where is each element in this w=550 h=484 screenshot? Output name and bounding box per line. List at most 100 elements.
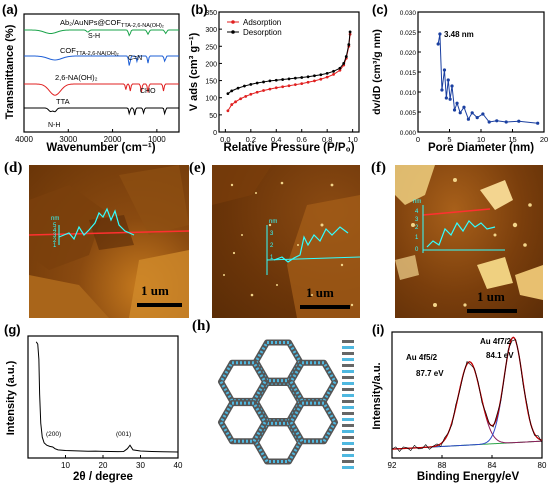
chart-i-xps: (i) 92 88 84 80 Intensity/a.u. Binding Ener… <box>371 322 547 483</box>
chart-b-desorption-point <box>313 74 316 78</box>
chart-i-ticks: 92 88 84 80 <box>388 455 547 470</box>
chart-g-peak-200: (200) <box>46 431 61 438</box>
chart-b-desorption-point <box>268 79 272 83</box>
chart-c-psd-point <box>517 119 521 123</box>
chart-c-frame <box>417 11 545 133</box>
chart-c-psd-point <box>504 120 508 124</box>
panel-d-label: (d) <box>4 160 23 176</box>
chart-b-x-tick-label: 0.6 <box>297 135 307 144</box>
stack-layer <box>342 394 354 397</box>
chart-b-desorption-point <box>338 66 342 70</box>
chart-c-psd-point <box>446 78 450 82</box>
chart-c-peak-annot: 3.48 nm <box>444 30 474 39</box>
chart-b-adsorption-line <box>227 34 351 112</box>
chart-b-frame <box>218 11 360 133</box>
chart-c-x-tick-label: 5 <box>447 135 451 144</box>
chart-c-psd-point <box>462 105 466 109</box>
chart-b-adsorption-point <box>325 75 329 79</box>
chart-b-y-tick-label: 350 <box>205 10 217 17</box>
chart-g-xlabel: 2θ / degree <box>73 471 133 483</box>
chart-c-xlabel: Pore Diameter (nm) <box>428 142 534 154</box>
chart-a-xlabel: Wavenumber (cm⁻¹) <box>46 142 155 154</box>
chart-b-desorption-point <box>342 62 346 65</box>
chart-c-psd-point <box>448 97 452 101</box>
chart-a-curves <box>23 29 179 116</box>
chart-b-desorption-point <box>230 89 234 93</box>
chart-c-ticks: 0 5 10 15 20 0.000 0.005 0.010 0.015 0.020 0.025 0.… <box>400 10 548 144</box>
chart-b-xlabel: Relative Pressure (P/P₀) <box>223 142 354 154</box>
chart-b-legend-marker-des <box>231 30 235 34</box>
chart-i-annot-72: Au 4f7/2 <box>480 337 512 346</box>
chart-c-y-tick-label: 0.030 <box>400 10 417 17</box>
chart-c-psd-point <box>440 88 444 92</box>
panel-b-label: (b) <box>191 2 208 17</box>
chart-g-ylabel: Intensity (a.u.) <box>5 360 17 435</box>
chart-b-x-tick-label: 0.0 <box>220 135 230 144</box>
panel-i-label: (i) <box>372 322 384 337</box>
chart-g-ticks: 10 20 30 40 <box>61 455 183 470</box>
svg-text:3: 3 <box>53 233 57 239</box>
chart-b-desorption-point <box>347 43 351 46</box>
svg-text:1: 1 <box>415 235 419 241</box>
chart-c-psd-point <box>452 108 457 112</box>
stack-layer <box>342 346 354 349</box>
chart-c-x-tick-label: 0 <box>416 135 420 144</box>
chart-b-x-tick-label: 0.4 <box>271 135 281 144</box>
chart-i-annot-841: 84.1 eV <box>486 351 514 360</box>
chart-b-adsorption-point <box>287 84 291 88</box>
chart-b-adsorption-point <box>249 92 253 96</box>
chart-b-adsorption-point <box>306 80 310 84</box>
chart-b-adsorption-point <box>230 103 234 106</box>
svg-text:4: 4 <box>53 228 57 234</box>
chart-b-adsorption-point <box>300 82 304 86</box>
afm-image-d: nm 5 4 3 2 1 1 um <box>29 165 189 318</box>
chart-a-legend-4: TTA <box>56 97 70 106</box>
chart-a-x-tick-label: 2000 <box>104 135 122 144</box>
chart-i-raw <box>391 339 543 452</box>
afm-image-f: nm 4 3 2 1 0 1 um <box>395 165 543 318</box>
chart-b-desorption-point <box>348 30 352 34</box>
chart-b-desorption-point <box>281 78 285 81</box>
chart-b-ticks: 0.0 0.2 0.4 0.6 0.8 1.0 0 50 100 150 200 250 300 350 <box>205 10 358 144</box>
panel-h-label: (h) <box>192 318 211 334</box>
svg-text:5: 5 <box>53 223 57 229</box>
chart-c-psd-point <box>481 112 485 116</box>
cof-structure-model <box>217 339 354 469</box>
chart-g-x-tick-label: 40 <box>174 461 183 470</box>
chart-a-x-tick-label: 4000 <box>15 135 33 144</box>
chart-c-x-tick-label: 15 <box>508 135 516 144</box>
chart-g-peak-001: (001) <box>116 431 131 438</box>
chart-c-y-tick-label: 0.020 <box>400 50 417 57</box>
chart-b-desorption-point <box>255 81 259 85</box>
chart-b-y-tick-label: 0 <box>213 130 217 137</box>
chart-a-annot-cn: C=N <box>128 55 142 62</box>
chart-a-annot-sh: S-H <box>88 33 100 40</box>
chart-c-psd-point <box>466 117 470 121</box>
chart-c-psd-point <box>470 111 474 115</box>
stack-layer <box>342 412 354 415</box>
chart-b-ylabel: V ads (cm³ g⁻¹) <box>188 32 200 111</box>
chart-c-y-tick-label: 0.005 <box>400 110 417 117</box>
chart-g-pattern <box>35 341 179 453</box>
stack-layer <box>342 370 354 373</box>
chart-b-adsorption-point <box>268 87 272 91</box>
chart-b-desorption-point <box>249 82 253 86</box>
svg-text:nm: nm <box>413 199 421 205</box>
chart-b-desorption-point <box>287 77 291 81</box>
chart-b-adsorption-point <box>319 77 323 81</box>
chart-c-psd-point <box>436 42 440 46</box>
chart-a-series-4 <box>24 107 179 116</box>
afm-d-texture: nm 5 4 3 2 1 <box>29 165 189 318</box>
svg-text:nm: nm <box>51 216 59 222</box>
chart-i-series <box>391 336 543 452</box>
chart-c-psd-point <box>536 121 540 125</box>
scale-label-e: 1 um <box>306 285 334 300</box>
chart-i-x-tick-label: 92 <box>388 461 397 470</box>
chart-a-annot-cho: CHO <box>140 88 156 95</box>
stack-layer <box>342 466 354 469</box>
chart-b-y-tick-label: 250 <box>205 44 217 51</box>
chart-a-series-1 <box>23 29 179 37</box>
chart-g-x-tick-label: 20 <box>99 461 108 470</box>
chart-c-psd-point <box>438 32 442 36</box>
stack-layer <box>342 448 354 451</box>
